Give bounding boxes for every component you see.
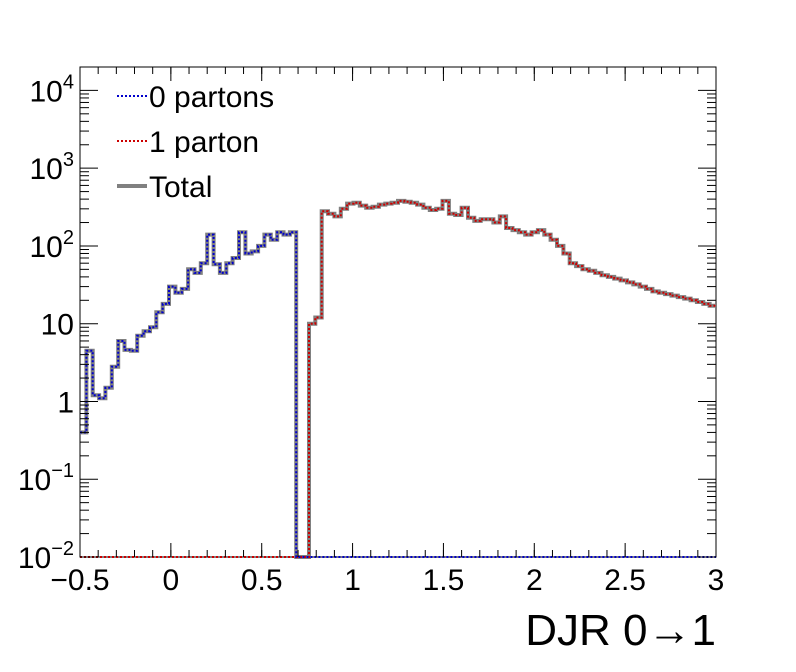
y-tick-label-1: 10−1 xyxy=(18,460,74,497)
x-axis-label: DJR 0→1 xyxy=(525,606,716,655)
y-tick-label-6: 104 xyxy=(30,71,75,108)
x-tick-label-6: 2.5 xyxy=(604,564,646,597)
plot-frame xyxy=(79,66,717,558)
y-tick-label-0: 10−2 xyxy=(18,538,74,575)
y-tick-label-4: 102 xyxy=(30,227,75,264)
series-layer xyxy=(80,198,716,559)
x-tick-label-5: 2 xyxy=(526,564,543,597)
x-tick-label-7: 3 xyxy=(708,564,725,597)
axes-layer: −0.5 0 0.5 1 1.5 2 2.5 3 10−2 10−1 1 10 102 103 104 xyxy=(18,66,725,597)
x-tick-label-4: 1.5 xyxy=(423,564,465,597)
legend-label-0: 0 partons xyxy=(149,81,274,114)
x-tick-label-1: 0 xyxy=(163,564,180,597)
x-tick-label-2: 0.5 xyxy=(241,564,283,597)
x-tick-label-3: 1 xyxy=(344,564,361,597)
x-tick-label-0: −0.5 xyxy=(50,564,109,597)
series-1-parton xyxy=(80,199,716,558)
y-tick-label-3: 10 xyxy=(41,309,74,342)
legend-label-1: 1 parton xyxy=(149,126,259,159)
legend: 0 partons 1 parton Total xyxy=(117,81,274,204)
series-0-partons xyxy=(80,231,716,558)
legend-label-2: Total xyxy=(149,171,212,204)
series-total xyxy=(80,198,716,559)
y-tick-label-5: 103 xyxy=(30,149,75,186)
y-tick-label-2: 1 xyxy=(57,386,74,419)
